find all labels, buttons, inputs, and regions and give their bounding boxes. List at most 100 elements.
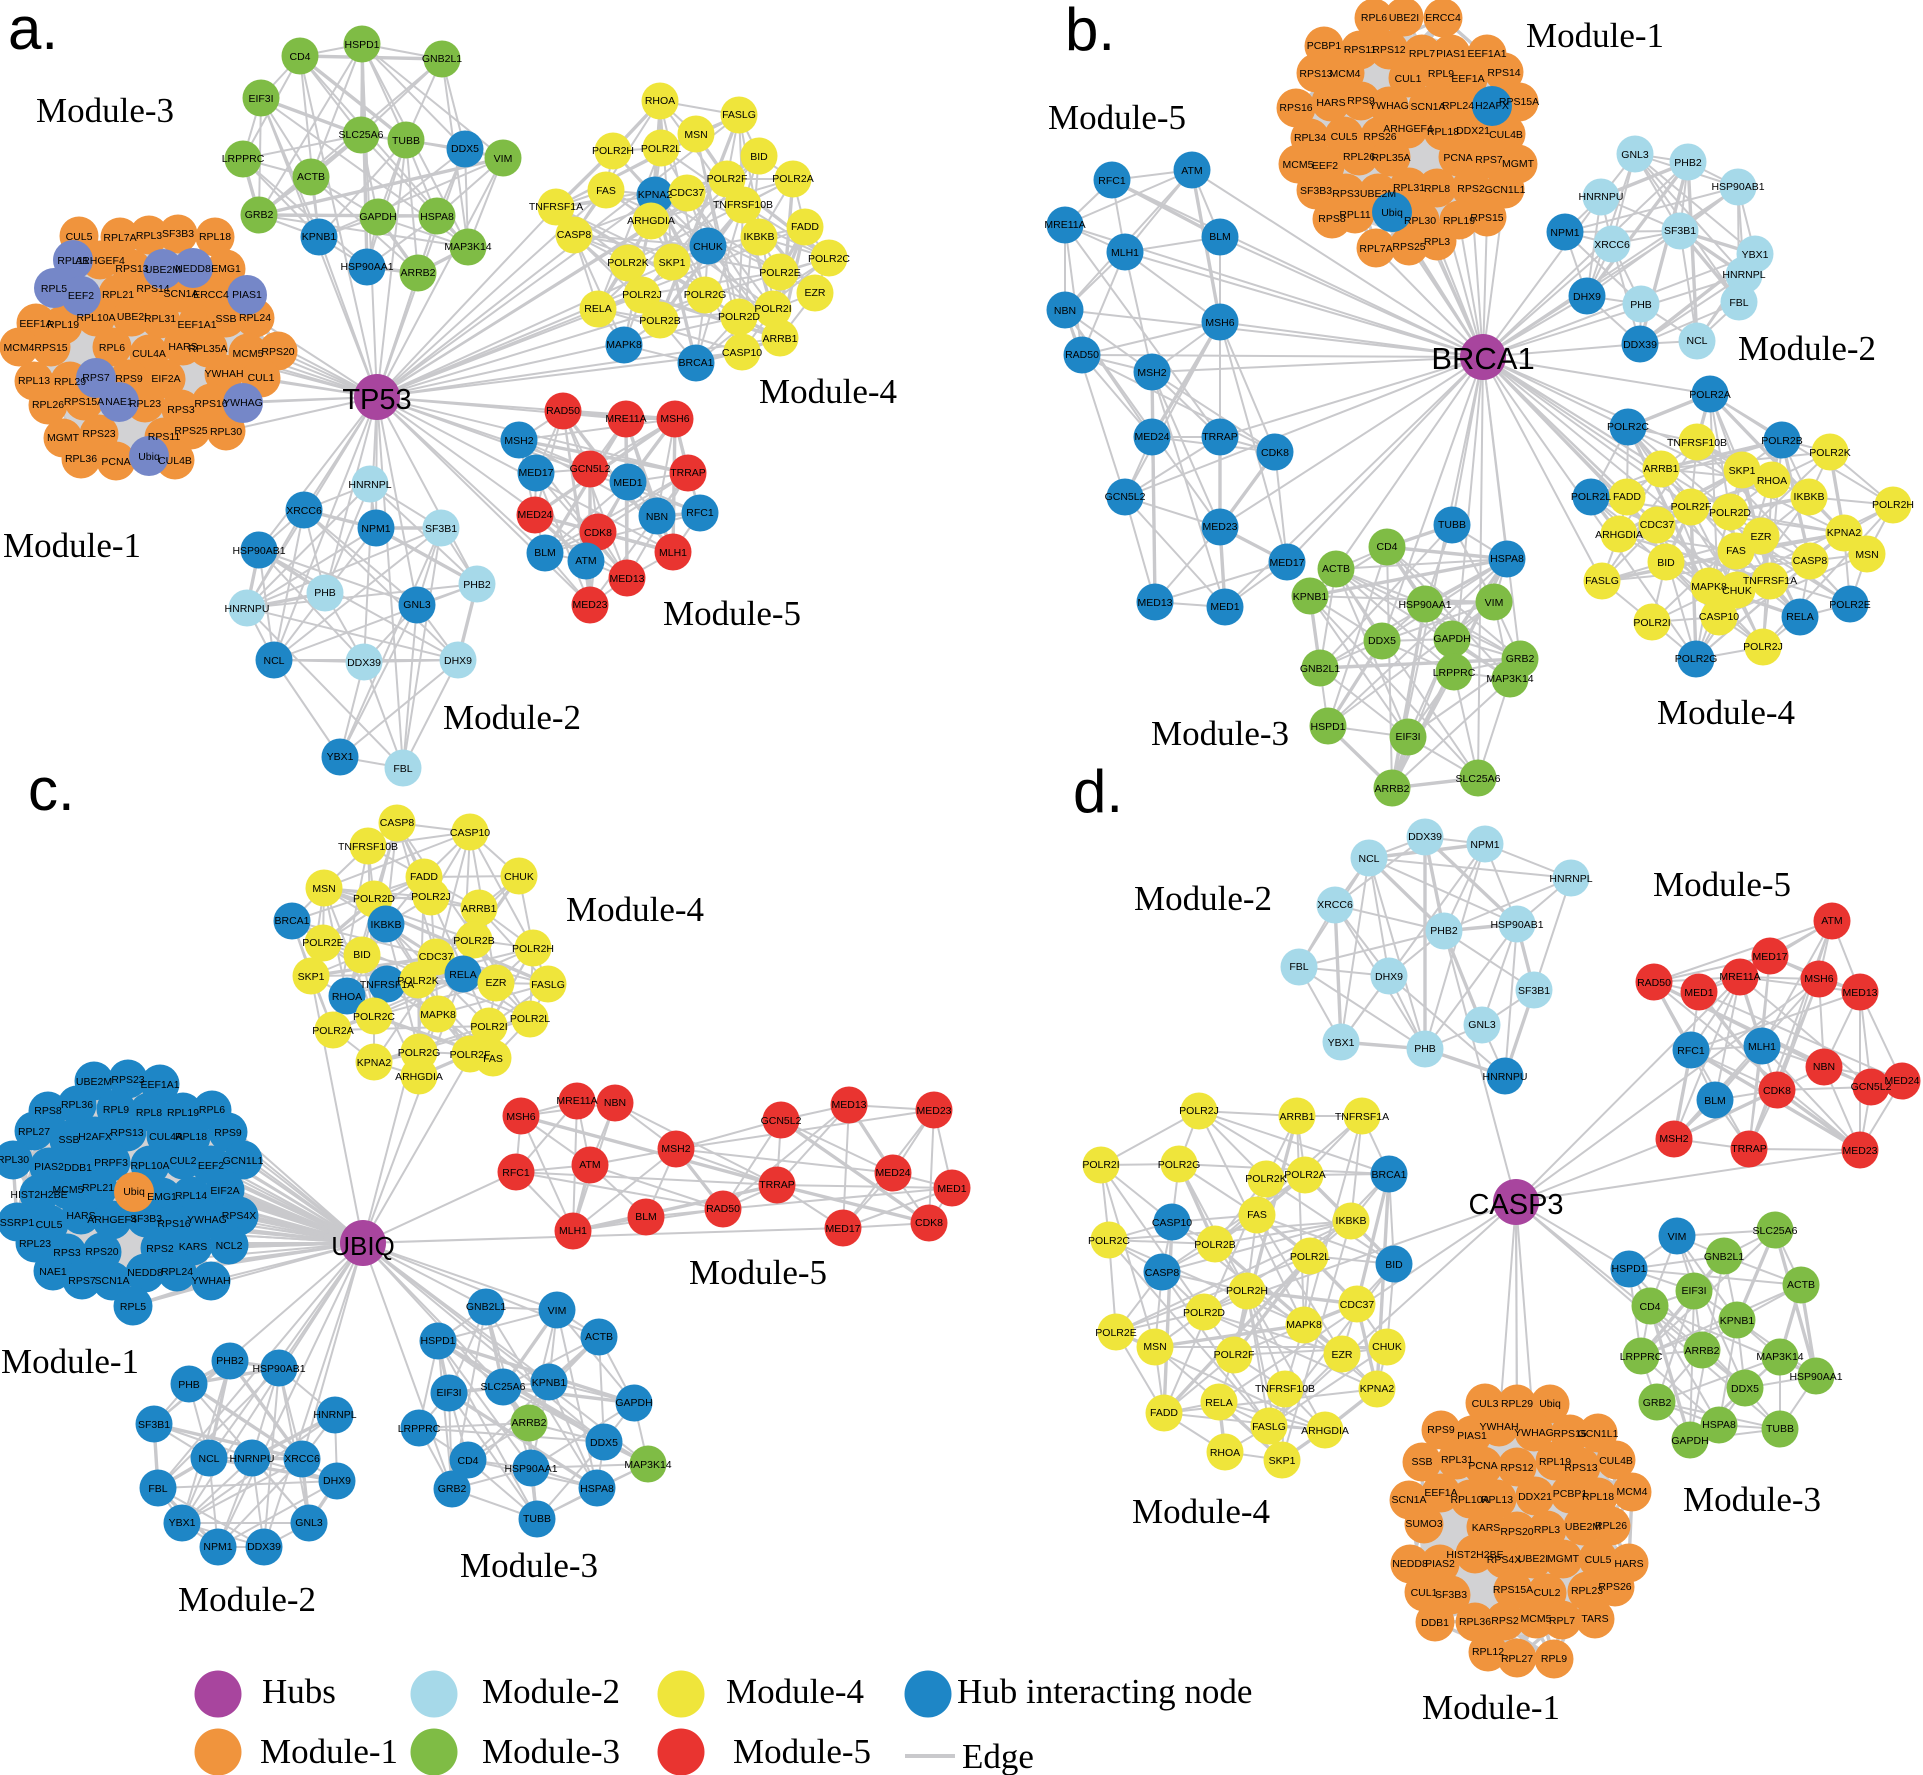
svg-text:EIF2A: EIF2A: [151, 373, 180, 385]
svg-text:DDX21: DDX21: [1518, 1491, 1552, 1503]
svg-text:Module-3: Module-3: [1683, 1480, 1821, 1519]
svg-text:DHX9: DHX9: [323, 1475, 351, 1487]
svg-text:POLR2G: POLR2G: [1158, 1159, 1201, 1171]
svg-text:H2AFX: H2AFX: [1475, 100, 1509, 112]
svg-text:MAP3K14: MAP3K14: [1756, 1351, 1803, 1363]
svg-text:TARS: TARS: [1581, 1613, 1608, 1625]
svg-text:XRCC6: XRCC6: [1317, 899, 1353, 911]
svg-text:VIM: VIM: [548, 1305, 567, 1317]
svg-text:Module-1: Module-1: [3, 526, 141, 565]
svg-text:SLC25A6: SLC25A6: [339, 129, 384, 141]
svg-text:LRPPRC: LRPPRC: [1433, 667, 1476, 679]
svg-text:ATM: ATM: [575, 555, 596, 567]
svg-text:POLR2K: POLR2K: [1809, 447, 1850, 459]
svg-text:RPS15: RPS15: [1553, 1428, 1586, 1440]
svg-text:MED17: MED17: [518, 467, 553, 479]
svg-text:NCL: NCL: [1686, 335, 1707, 347]
svg-text:TNFRSF10B: TNFRSF10B: [1255, 1383, 1315, 1395]
svg-text:MAPK8: MAPK8: [1286, 1319, 1322, 1331]
svg-text:RPS12: RPS12: [1500, 1462, 1533, 1474]
svg-text:CUL4A: CUL4A: [149, 1131, 183, 1143]
svg-text:POLR2K: POLR2K: [607, 257, 648, 269]
svg-text:GCN5L2: GCN5L2: [761, 1115, 802, 1127]
svg-text:RPL8: RPL8: [1424, 183, 1450, 195]
svg-text:RPL9: RPL9: [1541, 1653, 1567, 1665]
svg-text:RPL3: RPL3: [1534, 1524, 1560, 1536]
svg-text:FBL: FBL: [148, 1483, 167, 1495]
svg-text:RPS2: RPS2: [1457, 183, 1485, 195]
svg-text:RELA: RELA: [1205, 1397, 1232, 1409]
svg-text:CUL1: CUL1: [248, 372, 275, 384]
svg-text:HIST2H2BE: HIST2H2BE: [1446, 1549, 1503, 1561]
svg-text:MAPK8: MAPK8: [606, 339, 642, 351]
svg-text:MGMT: MGMT: [1547, 1553, 1580, 1565]
svg-text:CUL4B: CUL4B: [1489, 129, 1523, 141]
svg-text:POLR2G: POLR2G: [1675, 653, 1718, 665]
svg-text:RHOA: RHOA: [1757, 475, 1787, 487]
svg-text:DHX9: DHX9: [1375, 971, 1403, 983]
svg-text:CDC37: CDC37: [1640, 519, 1675, 531]
svg-text:RPL7A: RPL7A: [1359, 243, 1392, 255]
svg-text:SKP1: SKP1: [659, 257, 686, 269]
svg-text:RPL24: RPL24: [239, 312, 271, 324]
svg-text:MED13: MED13: [1137, 597, 1172, 609]
svg-text:Module-3: Module-3: [482, 1732, 620, 1771]
svg-text:NEDD8: NEDD8: [127, 1267, 163, 1279]
svg-text:MED17: MED17: [1752, 951, 1787, 963]
svg-text:TRRAP: TRRAP: [1202, 431, 1238, 443]
svg-text:Module-3: Module-3: [1151, 714, 1289, 753]
svg-text:RPL26: RPL26: [1343, 151, 1375, 163]
svg-text:RPS23: RPS23: [111, 1074, 144, 1086]
svg-text:MSH2: MSH2: [1137, 367, 1166, 379]
svg-text:CUL2: CUL2: [170, 1155, 197, 1167]
svg-text:EZR: EZR: [805, 287, 826, 299]
svg-text:RPS15A: RPS15A: [64, 396, 104, 408]
svg-text:RPS13: RPS13: [1299, 68, 1332, 80]
svg-text:MED13: MED13: [1842, 987, 1877, 999]
svg-text:MED1: MED1: [1684, 987, 1713, 999]
svg-text:GRB2: GRB2: [1643, 1397, 1672, 1409]
svg-text:SCN1A: SCN1A: [1391, 1494, 1426, 1506]
svg-text:POLR2J: POLR2J: [411, 891, 451, 903]
svg-text:MED17: MED17: [825, 1223, 860, 1235]
svg-text:PHB2: PHB2: [463, 579, 491, 591]
svg-text:RPL13: RPL13: [18, 375, 50, 387]
svg-text:IKBKB: IKBKB: [744, 231, 775, 243]
svg-text:RPL35A: RPL35A: [1371, 152, 1410, 164]
svg-text:RPS11: RPS11: [1344, 44, 1377, 56]
svg-text:POLR2I: POLR2I: [1633, 617, 1670, 629]
svg-text:NPM1: NPM1: [1550, 227, 1579, 239]
svg-text:RPL36: RPL36: [65, 453, 97, 465]
svg-text:POLR2C: POLR2C: [1088, 1235, 1130, 1247]
svg-text:IKBKB: IKBKB: [1336, 1215, 1367, 1227]
svg-text:GRB2: GRB2: [245, 209, 274, 221]
svg-text:POLR2J: POLR2J: [622, 289, 662, 301]
svg-text:EIF3I: EIF3I: [436, 1387, 461, 1399]
svg-text:MED13: MED13: [609, 573, 644, 585]
svg-text:ARRB1: ARRB1: [1643, 463, 1678, 475]
svg-text:POLR2G: POLR2G: [684, 289, 727, 301]
svg-text:MCM4: MCM4: [1617, 1486, 1648, 1498]
svg-text:Module-4: Module-4: [759, 372, 897, 411]
svg-text:POLR2H: POLR2H: [1872, 499, 1914, 511]
svg-text:RPL31: RPL31: [144, 313, 176, 325]
svg-text:MCM4: MCM4: [4, 342, 35, 354]
svg-text:RPL7: RPL7: [1409, 48, 1435, 60]
svg-text:XRCC6: XRCC6: [1594, 239, 1630, 251]
svg-text:RPL5: RPL5: [41, 283, 67, 295]
svg-text:UBE2M: UBE2M: [1565, 1521, 1601, 1533]
svg-text:DDX5: DDX5: [1731, 1383, 1759, 1395]
svg-text:TNFRSF10B: TNFRSF10B: [338, 841, 398, 853]
svg-text:POLR2B: POLR2B: [1194, 1239, 1235, 1251]
svg-text:NPM1: NPM1: [361, 523, 390, 535]
svg-text:KPNB1: KPNB1: [1293, 591, 1328, 603]
svg-text:HIST2H2BE: HIST2H2BE: [10, 1189, 67, 1201]
svg-text:FBL: FBL: [1289, 961, 1308, 973]
svg-text:RPL19: RPL19: [167, 1107, 199, 1119]
svg-text:Module-5: Module-5: [663, 594, 801, 633]
svg-text:RELA: RELA: [449, 969, 476, 981]
svg-text:MSH2: MSH2: [504, 435, 533, 447]
svg-text:YWHAH: YWHAH: [1479, 1421, 1518, 1433]
svg-text:RPL10A: RPL10A: [1450, 1494, 1489, 1506]
svg-text:KPNB1: KPNB1: [302, 231, 337, 243]
